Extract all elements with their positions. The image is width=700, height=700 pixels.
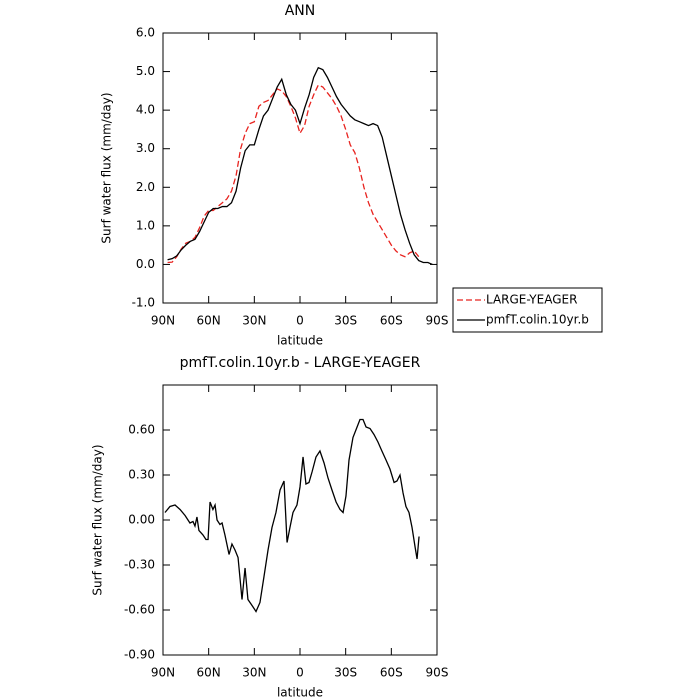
x-tick-label: 90N <box>151 666 175 680</box>
x-tick-label: 30N <box>242 666 266 680</box>
x-tick-label: 60N <box>197 314 221 328</box>
x-tick-label: 90S <box>426 314 449 328</box>
data-line <box>167 66 433 266</box>
data-line <box>167 84 420 264</box>
y-tick-label: 4.0 <box>136 103 155 117</box>
y-tick-label: -0.30 <box>124 558 155 572</box>
x-tick-label: 90S <box>426 666 449 680</box>
x-tick-label: 0 <box>296 314 304 328</box>
legend-box <box>452 287 603 333</box>
y-tick-label: 0.30 <box>128 468 155 482</box>
x-axis-label: latitude <box>277 686 323 700</box>
y-tick-label: 5.0 <box>136 64 155 78</box>
y-tick-label: 3.0 <box>136 141 155 155</box>
chart-title: ANN <box>285 3 316 19</box>
chart-title: pmfT.colin.10yr.b - LARGE-YEAGER <box>180 355 421 371</box>
y-tick-label: 0.00 <box>128 513 155 527</box>
x-axis-label: latitude <box>277 334 323 348</box>
y-tick-label: 0.60 <box>128 423 155 437</box>
plot-frame <box>162 32 438 304</box>
y-tick-label: -0.60 <box>124 603 155 617</box>
legend-label: LARGE-YEAGER <box>486 293 577 307</box>
plot-frame <box>162 384 438 656</box>
y-tick-label: 0.0 <box>136 257 155 271</box>
x-tick-label: 60S <box>380 314 403 328</box>
x-tick-label: 30S <box>334 314 357 328</box>
y-tick-label: -0.90 <box>124 648 155 662</box>
legend-label: pmfT.colin.10yr.b <box>486 313 589 327</box>
x-tick-label: 30S <box>334 666 357 680</box>
data-line <box>164 418 420 613</box>
x-tick-label: 90N <box>151 314 175 328</box>
y-tick-label: 2.0 <box>136 180 155 194</box>
x-tick-label: 60N <box>197 666 221 680</box>
y-tick-label: 6.0 <box>136 26 155 40</box>
x-tick-label: 0 <box>296 666 304 680</box>
y-axis-label: Surf water flux (mm/day) <box>100 92 114 243</box>
y-tick-label: -1.0 <box>132 296 155 310</box>
y-axis-label: Surf water flux (mm/day) <box>91 444 105 595</box>
y-tick-label: 1.0 <box>136 218 155 232</box>
x-tick-label: 60S <box>380 666 403 680</box>
x-tick-label: 30N <box>242 314 266 328</box>
